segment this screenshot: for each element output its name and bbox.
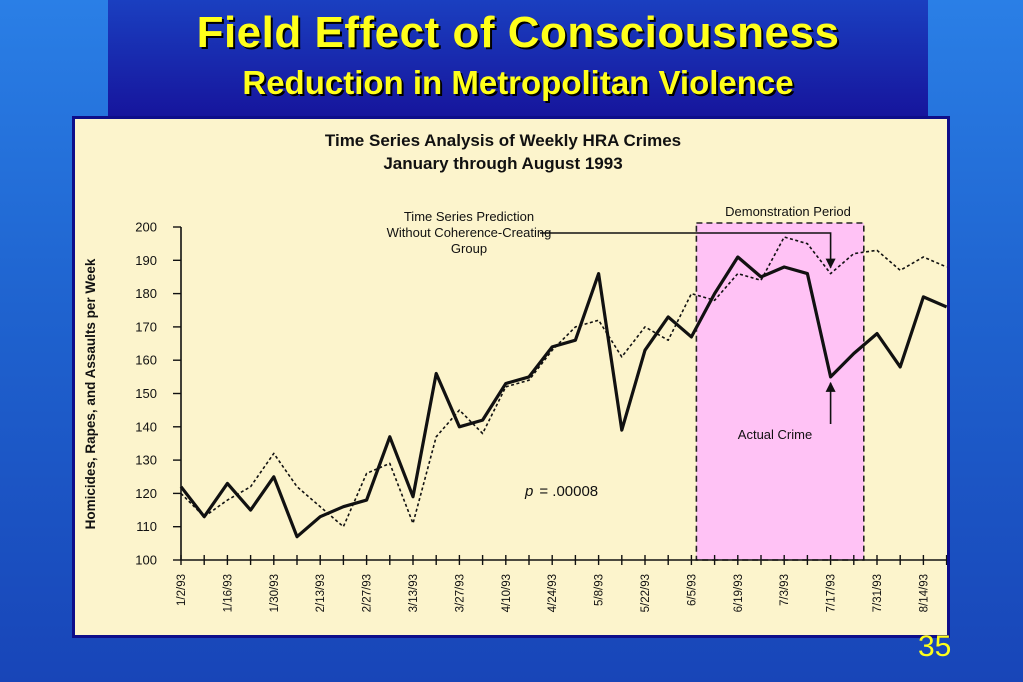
demonstration-period-label: Demonstration Period	[725, 204, 851, 219]
y-axis-label: Homicides, Rapes, and Assaults per Week	[83, 258, 98, 529]
prediction-annotation-arrow	[540, 232, 836, 269]
p-value-annotation: p = .00008	[524, 483, 598, 500]
x-tick-label: 1/2/93	[176, 574, 188, 606]
x-tick-label: 3/13/93	[408, 574, 420, 612]
y-tick-label: 150	[135, 386, 157, 401]
x-tick-label: 6/5/93	[686, 574, 698, 606]
p-value-number: = .00008	[539, 483, 598, 500]
slide-subtitle: Reduction in Metropolitan Violence	[242, 64, 794, 101]
x-tick-label: 8/14/93	[918, 574, 930, 612]
x-tick-label: 5/22/93	[640, 574, 652, 612]
x-tick-label: 7/31/93	[872, 574, 884, 612]
x-tick-label: 3/27/93	[454, 574, 466, 612]
prediction-annotation-line3: Group	[451, 241, 487, 256]
prediction-series-line	[180, 236, 947, 528]
demonstration-period-region	[695, 222, 865, 561]
y-tick-label: 140	[135, 419, 157, 434]
x-tick-label: 1/30/93	[269, 574, 281, 612]
chart-title: Time Series Analysis of Weekly HRA Crime…	[325, 131, 681, 150]
title-box: Field Effect of Consciousness Reduction …	[108, 0, 928, 124]
x-tick-label: 4/10/93	[501, 574, 513, 612]
chart-panel: Time Series Analysis of Weekly HRA Crime…	[72, 116, 950, 638]
prediction-annotation-line2: Without Coherence-Creating	[387, 225, 552, 240]
y-tick-label: 200	[135, 220, 157, 235]
chart-subtitle: January through August 1993	[383, 154, 622, 173]
slide-number: 35	[918, 630, 952, 663]
actual-crime-annotation: Actual Crime	[738, 427, 812, 442]
x-tick-label: 5/8/93	[594, 574, 606, 606]
y-tick-label: 130	[135, 453, 157, 468]
slide-title: Field Effect of Consciousness	[196, 8, 840, 57]
y-tick-label: 180	[135, 286, 157, 301]
y-tick-label: 110	[136, 519, 157, 534]
x-tick-label: 7/17/93	[826, 574, 838, 612]
x-tick-label: 4/24/93	[547, 574, 559, 612]
y-tick-label: 190	[135, 253, 157, 268]
x-tick-label: 6/19/93	[733, 574, 745, 612]
y-tick-label: 120	[135, 486, 157, 501]
y-tick-label: 160	[135, 353, 157, 368]
p-value-symbol: p	[524, 483, 533, 500]
x-tick-label: 2/27/93	[362, 574, 374, 612]
y-tick-label: 170	[135, 319, 157, 334]
x-tick-label: 2/13/93	[315, 574, 327, 612]
prediction-annotation-line1: Time Series Prediction	[404, 209, 534, 224]
actual-crime-series-line	[179, 255, 947, 539]
x-tick-label: 1/16/93	[222, 574, 234, 612]
y-tick-label: 100	[135, 553, 157, 568]
crime-time-series-chart: Time Series Analysis of Weekly HRA Crime…	[83, 131, 947, 612]
x-tick-label: 7/3/93	[779, 574, 791, 606]
